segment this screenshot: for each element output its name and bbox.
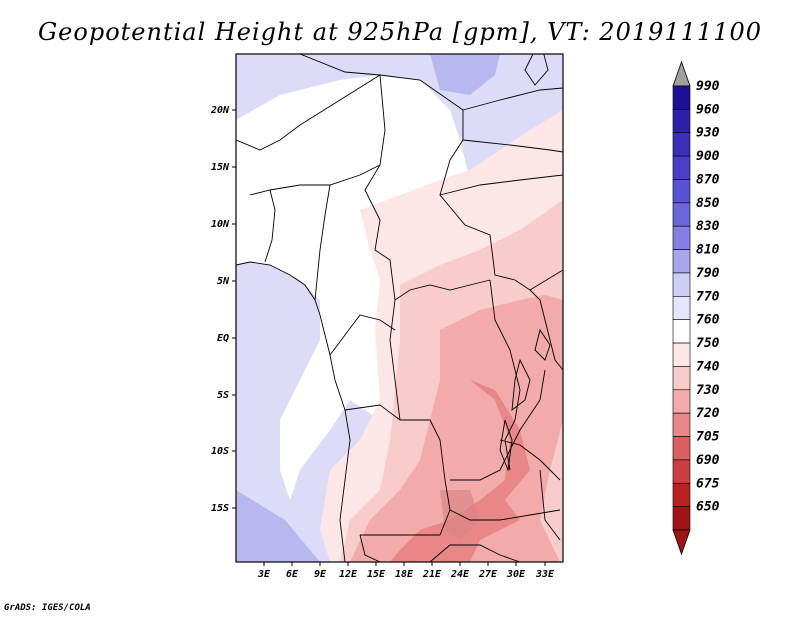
colorbar: 990 960 930 900 870 850 830 810 790 770 760 750 740 7…	[672, 60, 720, 556]
colorbar-label: 870	[696, 172, 720, 187]
lat-tick-label: 5N	[217, 276, 230, 287]
lat-tick: 5S	[217, 390, 236, 401]
colorbar-label: 650	[696, 500, 720, 515]
lat-tick-label: 20N	[210, 105, 230, 116]
lon-tick-label: 6E	[286, 569, 299, 580]
lat-tick: 15N	[211, 162, 236, 173]
colorbar-swatch	[672, 179, 691, 204]
colorbar-swatch	[672, 506, 691, 531]
lat-tick: 20N	[210, 105, 236, 116]
colorbar-swatch	[672, 155, 691, 180]
lat-tick: 5N	[217, 276, 236, 287]
colorbar-swatch	[672, 225, 691, 250]
colorbar-swatch	[672, 482, 691, 507]
lon-tick-label: 33E	[535, 569, 555, 580]
lon-tick-label: 30E	[506, 569, 526, 580]
lat-tick: 15S	[211, 503, 236, 514]
colorbar-swatch	[672, 85, 691, 110]
colorbar-swatch	[672, 296, 691, 320]
colorbar-swatch	[672, 389, 691, 414]
colorbar-swatch	[672, 319, 691, 344]
lat-axis: 20N 15N 10N 5N EQ 5S 10S 15S	[210, 105, 236, 514]
colorbar-swatch	[672, 202, 691, 227]
lat-tick-label: 15S	[211, 503, 229, 514]
colorbar-label: 900	[696, 149, 720, 164]
map-frame	[235, 53, 564, 563]
colorbar-top-arrow	[672, 60, 691, 87]
lon-tick-label: 27E	[478, 569, 498, 580]
lat-tick: EQ	[217, 333, 236, 344]
lon-tick-label: 3E	[257, 569, 271, 580]
lon-tick: 24E	[450, 562, 470, 580]
colorbar-label: 720	[696, 406, 720, 421]
lat-tick-label: 10N	[211, 219, 230, 230]
lon-tick-label: 15E	[367, 569, 386, 580]
colorbar-bottom-arrow	[672, 529, 691, 556]
colorbar-label: 960	[696, 102, 720, 117]
colorbar-label: 990	[696, 79, 720, 94]
lat-tick-label: 15N	[211, 162, 230, 173]
lat-tick-label: 10S	[211, 446, 229, 457]
colorbar-swatch	[672, 109, 691, 134]
lon-tick: 15E	[367, 562, 386, 580]
lon-tick-label: 9E	[314, 569, 327, 580]
lon-tick: 6E	[286, 562, 299, 580]
lon-tick: 18E	[395, 562, 414, 580]
colorbar-label: 790	[696, 266, 720, 281]
colorbar-label: 690	[696, 453, 720, 468]
colorbar-label: 730	[696, 383, 720, 398]
colorbar-label: 760	[696, 313, 720, 328]
lon-tick: 27E	[478, 562, 498, 580]
colorbar-swatch	[672, 459, 691, 484]
lat-tick-label: 5S	[217, 390, 229, 401]
lon-tick-label: 12E	[339, 569, 358, 580]
chart-title: Geopotential Height at 925hPa [gpm], VT:…	[38, 18, 762, 46]
lat-tick: 10S	[211, 446, 236, 457]
lon-tick: 33E	[535, 562, 555, 580]
colorbar-label: 740	[696, 359, 720, 374]
lon-tick-label: 18E	[395, 569, 414, 580]
country-borders	[236, 54, 563, 562]
lon-tick: 30E	[506, 562, 526, 580]
lon-tick: 12E	[339, 562, 358, 580]
field-730	[350, 295, 563, 562]
geopotential-field	[236, 54, 563, 562]
colorbar-swatch	[672, 436, 691, 461]
field-720	[390, 380, 530, 562]
colorbar-label: 810	[696, 243, 720, 258]
colorbar-label: 675	[696, 476, 720, 491]
lat-tick: 10N	[211, 219, 236, 230]
lon-tick: 3E	[257, 562, 271, 580]
lat-tick-label: EQ	[217, 333, 229, 344]
footer-credit: GrADS: IGES/COLA	[4, 603, 91, 613]
lon-tick: 21E	[422, 562, 442, 580]
colorbar-swatch	[672, 366, 691, 391]
lon-axis: 3E 6E 9E 12E 15E 18E 21E 24E 27E 30E 33E	[257, 562, 555, 580]
field-790-southwest	[236, 490, 320, 562]
colorbar-label: 770	[696, 289, 720, 304]
lon-tick-label: 21E	[422, 569, 442, 580]
lon-tick-label: 24E	[450, 569, 470, 580]
field-790-north	[430, 54, 500, 95]
colorbar-swatch	[672, 132, 691, 157]
colorbar-label: 930	[696, 126, 720, 141]
colorbar-swatch	[672, 412, 691, 437]
colorbar-swatch	[672, 249, 691, 274]
lon-tick: 9E	[314, 562, 327, 580]
colorbar-label: 830	[696, 219, 720, 234]
colorbar-label: 705	[696, 430, 720, 445]
colorbar-swatch	[672, 272, 691, 297]
colorbar-label: 850	[696, 196, 720, 211]
colorbar-swatch	[672, 342, 691, 367]
colorbar-label: 750	[696, 336, 720, 351]
